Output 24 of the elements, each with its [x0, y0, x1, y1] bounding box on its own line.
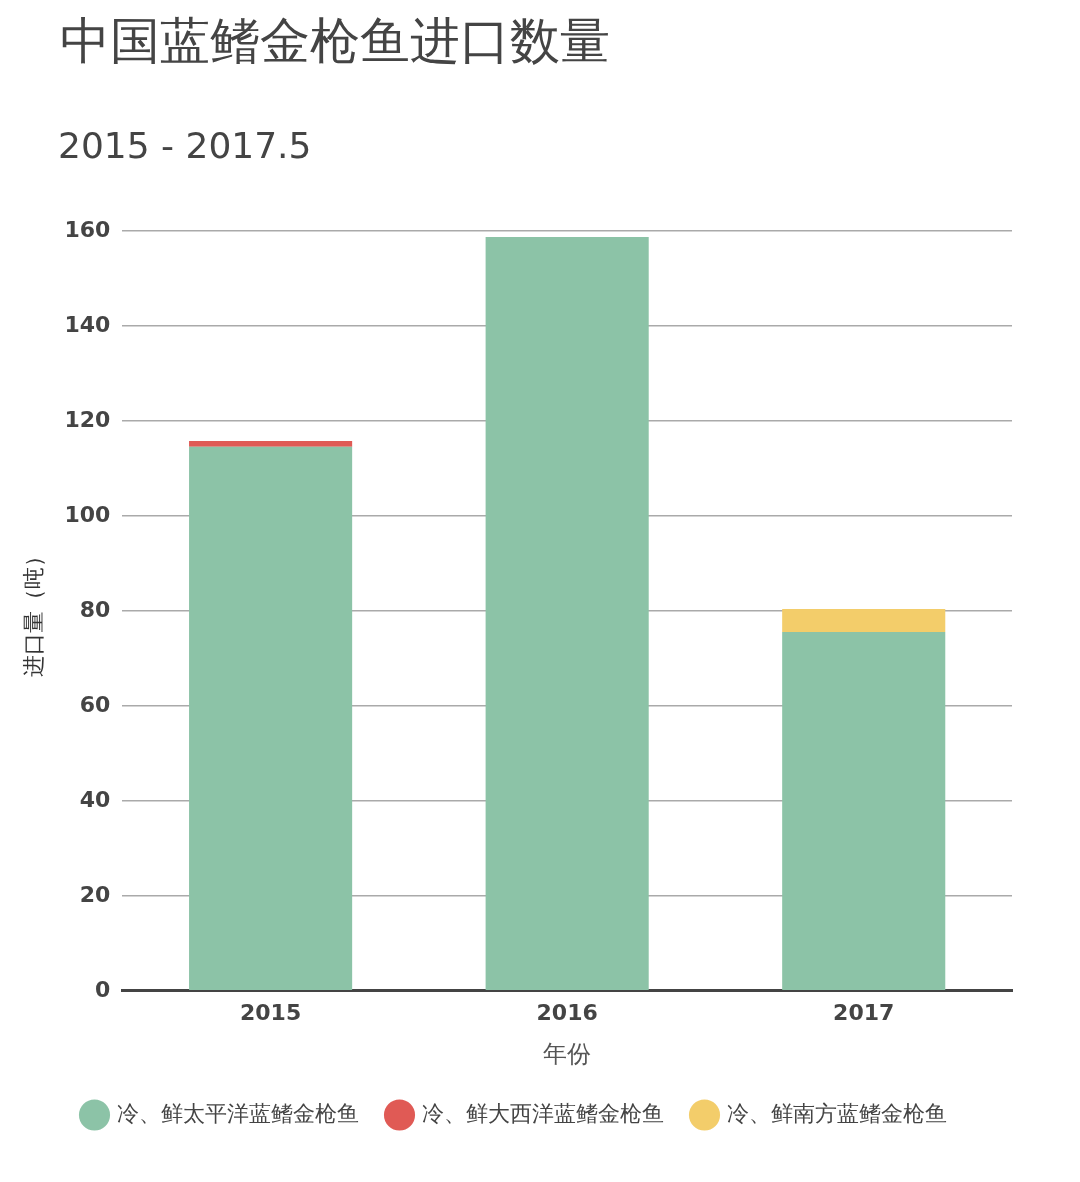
legend-label: 冷、鲜太平洋蓝鳍金枪鱼: [116, 1100, 359, 1126]
bar: [782, 609, 946, 632]
x-tick-label: 2016: [536, 999, 598, 1025]
bar: [189, 441, 353, 447]
y-tick-label: 140: [64, 311, 111, 337]
x-tick-label: 2015: [239, 999, 302, 1025]
legend-label: 冷、鲜南方蓝鳍金枪鱼: [726, 1100, 947, 1126]
bar: [485, 236, 649, 991]
bar: [782, 631, 946, 991]
chart-subtitle: 2015 - 2017.5: [58, 125, 313, 166]
y-tick-label: 20: [79, 881, 111, 907]
y-axis-title: 进口量（吨）: [20, 545, 46, 677]
y-tick-label: 0: [95, 976, 111, 1002]
y-tick-label: 80: [79, 596, 111, 622]
y-tick-label: 120: [64, 406, 111, 432]
chart-title: 中国蓝鳍金枪鱼进口数量: [60, 11, 611, 72]
y-tick-label: 40: [79, 786, 111, 812]
y-tick-label: 60: [79, 691, 111, 717]
bar: [189, 446, 353, 991]
y-tick-label: 100: [64, 501, 111, 527]
legend-label: 冷、鲜大西洋蓝鳍金枪鱼: [421, 1100, 664, 1126]
x-tick-label: 2017: [833, 999, 895, 1025]
x-axis-title: 年份: [543, 1039, 592, 1068]
y-tick-label: 160: [64, 216, 111, 242]
